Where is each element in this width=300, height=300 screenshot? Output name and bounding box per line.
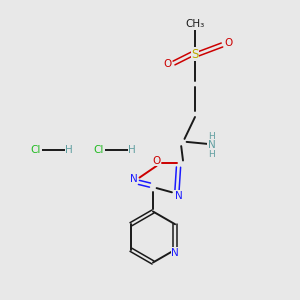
Text: CH₃: CH₃: [185, 19, 205, 29]
Text: Cl: Cl: [31, 145, 41, 155]
Text: N: N: [208, 140, 215, 151]
Text: H: H: [65, 145, 73, 155]
Text: O: O: [163, 59, 172, 70]
Text: N: N: [175, 191, 182, 201]
Text: S: S: [191, 47, 199, 61]
Text: H: H: [128, 145, 136, 155]
Text: O: O: [152, 155, 161, 166]
Text: N: N: [171, 248, 179, 258]
Text: Cl: Cl: [94, 145, 104, 155]
Text: H: H: [208, 150, 215, 159]
Text: N: N: [130, 173, 137, 184]
Text: H: H: [208, 132, 215, 141]
Text: O: O: [224, 38, 233, 49]
